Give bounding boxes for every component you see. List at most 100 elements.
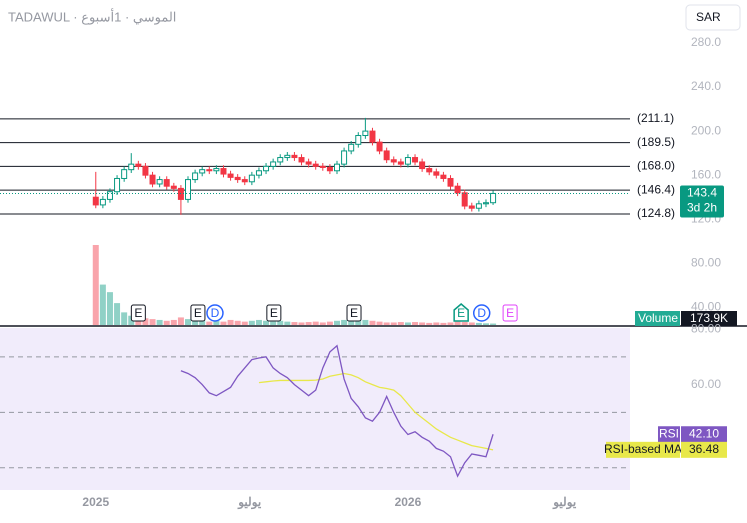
volume-bar [390,322,397,325]
event-label: E [194,306,202,320]
volume-bar [305,322,312,325]
y-tick-label: 40.00 [691,300,721,314]
currency[interactable]: SAR [696,10,721,24]
candle-body [121,169,128,179]
volume-bar [121,312,128,325]
level-label: (124.8) [637,206,675,220]
candle-body [333,163,340,172]
volume-bar [192,320,199,325]
candle-body [270,161,277,167]
x-tick-label: 2026 [395,495,422,509]
candle-body [142,165,149,176]
candle-body [404,157,411,165]
event-icon [472,304,491,322]
candle-body [163,179,170,187]
event-label: E [506,306,514,320]
rsi-value: 36.48 [689,442,719,456]
y-tick-label: 160.0 [691,167,721,181]
volume-bar [404,322,411,325]
candle-body [312,163,319,167]
candle-body [475,203,482,209]
volume-bar [114,303,121,325]
volume-bar [447,322,454,325]
candle-body [298,157,305,163]
volume-bar [419,322,426,325]
y-tick-label: 240.0 [691,79,721,93]
candle-body [433,171,440,176]
candle-body [447,177,454,187]
candle-body [440,174,447,179]
candle-body [106,191,113,200]
rsi-line [258,372,494,451]
event-label: D [477,306,486,320]
candle-body [227,173,234,178]
volume-bar [319,322,326,325]
event-icon [502,304,518,322]
volume-bar [433,322,440,325]
currency-button[interactable] [685,4,741,31]
candle-body [192,172,199,181]
event-icon [453,303,469,322]
countdown: 3d 2h [687,201,717,215]
volume-bar [206,321,213,325]
candle-body [156,179,163,185]
volume-bar [369,320,376,325]
candle-body [319,165,326,168]
y-tick-label: 200.0 [691,123,721,137]
volume-bar [475,322,482,325]
event-icon [346,304,362,322]
candle-body [426,168,433,173]
volume-value-tag [681,311,737,326]
volume-bar [277,320,284,325]
event-label: E [134,306,142,320]
volume-bar [263,320,270,325]
volume-name: Volume [638,311,678,325]
volume-bar [177,317,184,325]
y-tick-label: 60.00 [691,377,721,391]
candle-body [149,174,156,185]
volume-bar [234,320,241,325]
event-icon [206,304,224,322]
volume-bar [326,321,333,325]
level-label: (211.1) [637,111,674,125]
candle-body [234,176,241,181]
candle-body [135,163,142,167]
candle-body [114,177,121,193]
rsi-pane [0,328,630,490]
x-tick-label: يوليو [552,495,577,510]
volume-bar [440,322,447,325]
candle-body [490,192,497,204]
volume-bar [156,319,163,325]
event-label: E [457,306,465,320]
candle-body [199,169,206,174]
candle-body [291,154,298,159]
volume-bar [220,321,227,325]
volume-bar [482,323,489,325]
volume-bar [149,319,156,325]
candle-body [220,168,227,175]
candle-body [383,150,390,161]
volume-bar [341,319,348,325]
event-label: E [350,306,358,320]
candle-body [468,205,475,209]
candle-body [412,157,419,163]
volume-bar [312,321,319,325]
candle-body [362,130,369,137]
rsi-line [180,344,494,478]
rsi-value-tag [681,441,727,458]
y-tick-label: 280.0 [691,35,721,49]
volume-bar [106,292,113,325]
candle-body [390,159,397,163]
volume-value: 173.9K [690,311,728,325]
level-label: (189.5) [637,135,675,149]
price-label: 143.4 [687,186,717,200]
event-icon [190,304,206,322]
volume-bar [92,245,99,325]
candle-body [355,135,362,145]
candle-body [255,170,262,176]
candle-body [206,169,213,172]
volume-bar [227,319,234,325]
x-tick-label: 2025 [82,495,109,509]
candle-body [128,163,135,171]
